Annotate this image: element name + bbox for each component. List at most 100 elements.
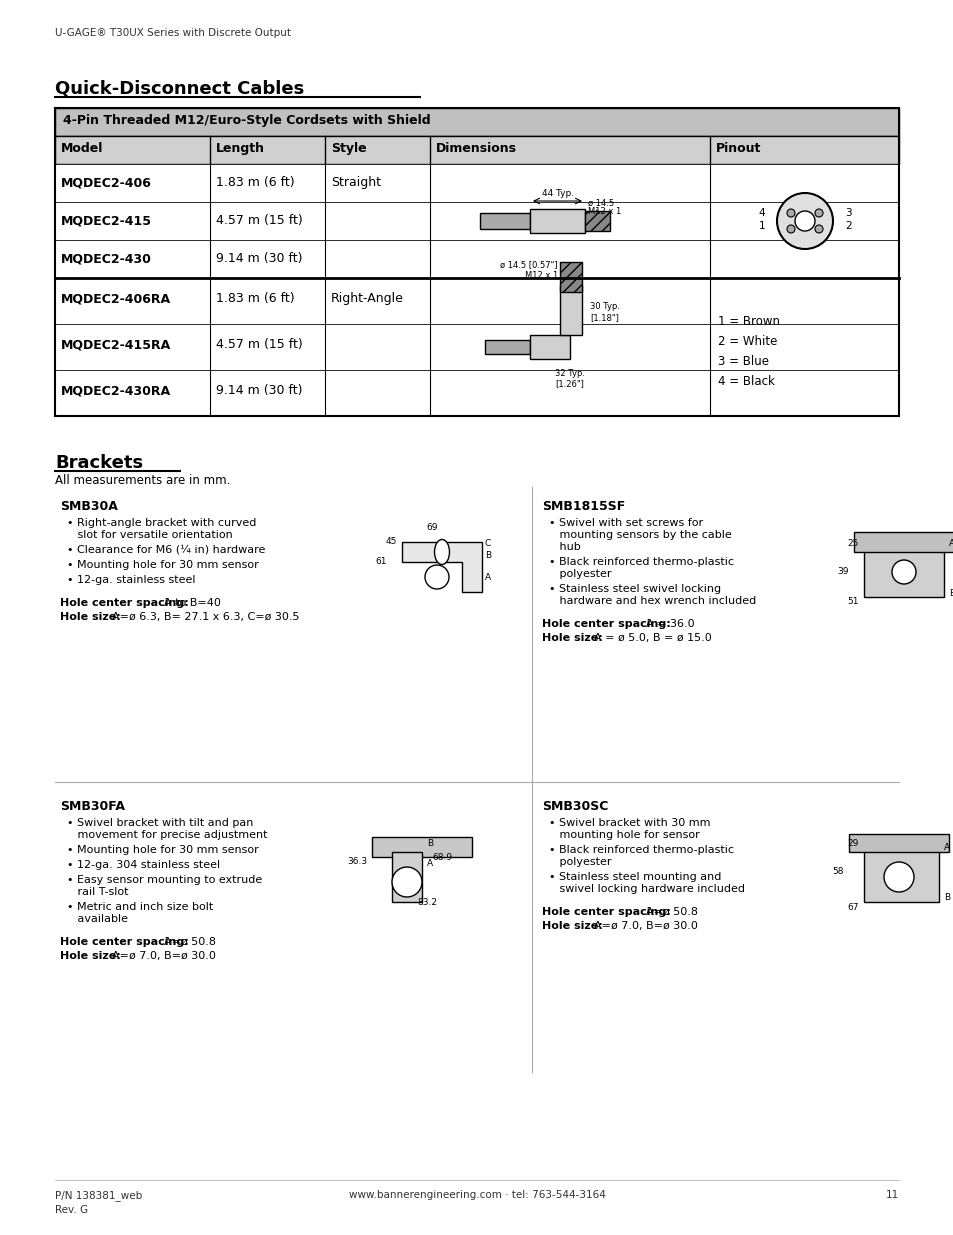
Text: 3: 3 [844,207,851,219]
Text: • 12-ga. stainless steel: • 12-ga. stainless steel [67,576,195,585]
Text: movement for precise adjustment: movement for precise adjustment [67,830,267,840]
Text: Dimensions: Dimensions [436,142,517,156]
Bar [530,209,584,233]
Circle shape [424,564,449,589]
Text: SMB30FA: SMB30FA [60,800,125,813]
Bar [479,212,530,228]
Text: MQDEC2-406RA: MQDEC2-406RA [61,291,171,305]
Text: • Black reinforced thermo-plastic: • Black reinforced thermo-plastic [548,557,733,567]
Text: 68.9: 68.9 [432,852,452,862]
Text: 4 = Black: 4 = Black [718,374,774,388]
Text: • Mounting hole for 30 mm sensor: • Mounting hole for 30 mm sensor [67,559,258,571]
Text: A=ø 50.8: A=ø 50.8 [645,906,697,918]
Text: A: A [948,540,953,548]
Bar [55,370,898,416]
Bar [853,532,953,552]
Text: U-GAGE® T30UX Series with Discrete Output: U-GAGE® T30UX Series with Discrete Outpu… [55,28,291,38]
Polygon shape [401,542,481,592]
Text: • Right-angle bracket with curved: • Right-angle bracket with curved [67,517,256,529]
Text: Length: Length [215,142,265,156]
Text: Straight: Straight [331,177,380,189]
Text: 30 Typ.
[1.18"]: 30 Typ. [1.18"] [589,303,619,321]
Text: A=ø 7.0, B=ø 30.0: A=ø 7.0, B=ø 30.0 [112,951,215,961]
Text: 25: 25 [846,540,858,548]
Text: Hole center spacing:: Hole center spacing: [541,906,670,918]
Bar [55,278,898,324]
Bar [55,107,898,136]
Text: mounting sensors by the cable: mounting sensors by the cable [548,530,731,540]
Text: A=ø 50.8: A=ø 50.8 [164,937,215,947]
Text: 58: 58 [832,867,843,877]
Text: All measurements are in mm.: All measurements are in mm. [55,474,230,487]
Text: 9.14 m (30 ft): 9.14 m (30 ft) [215,252,302,266]
Bar [55,107,898,416]
Bar [530,335,569,359]
Text: • Swivel bracket with 30 mm: • Swivel bracket with 30 mm [548,818,710,827]
Text: • Stainless steel mounting and: • Stainless steel mounting and [548,872,720,882]
Text: 45: 45 [385,537,396,547]
Text: Hole size:: Hole size: [60,951,121,961]
Text: • Easy sensor mounting to extrude: • Easy sensor mounting to extrude [67,876,262,885]
Text: rail T-slot: rail T-slot [67,887,129,897]
Bar [863,547,943,597]
Text: A: A [484,573,491,582]
Text: www.bannerengineering.com · tel: 763-544-3164: www.bannerengineering.com · tel: 763-544… [348,1191,605,1200]
Text: 61: 61 [375,557,387,567]
Bar [584,211,609,231]
Bar [848,834,948,852]
Text: • Clearance for M6 (¼ in) hardware: • Clearance for M6 (¼ in) hardware [67,545,265,555]
Text: Model: Model [61,142,103,156]
Text: ø 14.5: ø 14.5 [587,199,614,207]
Text: 11: 11 [884,1191,898,1200]
Text: SMB30SC: SMB30SC [541,800,608,813]
Circle shape [794,211,814,231]
Text: 69: 69 [426,522,437,532]
Text: • Metric and inch size bolt: • Metric and inch size bolt [67,902,213,911]
Text: 4.57 m (15 ft): 4.57 m (15 ft) [215,338,302,351]
Text: MQDEC2-406: MQDEC2-406 [61,177,152,189]
Text: 3 = Blue: 3 = Blue [718,354,768,368]
Bar [559,285,581,335]
Text: A = 36.0: A = 36.0 [645,619,694,629]
Text: 1 = Brown: 1 = Brown [718,315,780,327]
Text: Hole center spacing:: Hole center spacing: [60,937,189,947]
Text: hub: hub [548,542,580,552]
Text: A: A [943,842,949,851]
Text: • Black reinforced thermo-plastic: • Black reinforced thermo-plastic [548,845,733,855]
Text: 4-Pin Threaded M12/Euro-Style Cordsets with Shield: 4-Pin Threaded M12/Euro-Style Cordsets w… [63,114,430,127]
Text: 67: 67 [846,903,858,911]
Bar [484,340,530,354]
Circle shape [786,225,794,233]
Text: SMB30A: SMB30A [60,500,118,513]
Text: hardware and hex wrench included: hardware and hex wrench included [548,597,756,606]
Text: SMB1815SF: SMB1815SF [541,500,624,513]
Text: 2 = White: 2 = White [718,335,777,348]
Text: MQDEC2-430RA: MQDEC2-430RA [61,384,171,396]
Text: A=ø 7.0, B=ø 30.0: A=ø 7.0, B=ø 30.0 [593,921,697,931]
Bar [392,852,421,902]
Circle shape [814,225,822,233]
Text: Hole center spacing:: Hole center spacing: [60,598,189,608]
Text: 4.57 m (15 ft): 4.57 m (15 ft) [215,214,302,227]
Text: P/N 138381_web
Rev. G: P/N 138381_web Rev. G [55,1191,142,1215]
Circle shape [814,209,822,217]
Text: 39: 39 [837,568,848,577]
Text: A = ø 5.0, B = ø 15.0: A = ø 5.0, B = ø 15.0 [593,634,711,643]
Text: slot for versatile orientation: slot for versatile orientation [67,530,233,540]
Bar [55,240,898,278]
Text: Pinout: Pinout [716,142,760,156]
Bar [55,136,898,164]
Text: Hole size:: Hole size: [541,921,602,931]
Text: MQDEC2-415: MQDEC2-415 [61,214,152,227]
Bar [55,203,898,240]
Circle shape [776,193,832,249]
Text: A to B=40: A to B=40 [164,598,220,608]
Text: 1: 1 [758,221,764,231]
Text: 83.2: 83.2 [416,898,436,906]
Text: • Mounting hole for 30 mm sensor: • Mounting hole for 30 mm sensor [67,845,258,855]
Text: swivel locking hardware included: swivel locking hardware included [548,884,744,894]
Text: M12 x 1: M12 x 1 [524,270,558,279]
Text: 36.3: 36.3 [347,857,367,867]
Bar [559,262,581,291]
Circle shape [786,209,794,217]
